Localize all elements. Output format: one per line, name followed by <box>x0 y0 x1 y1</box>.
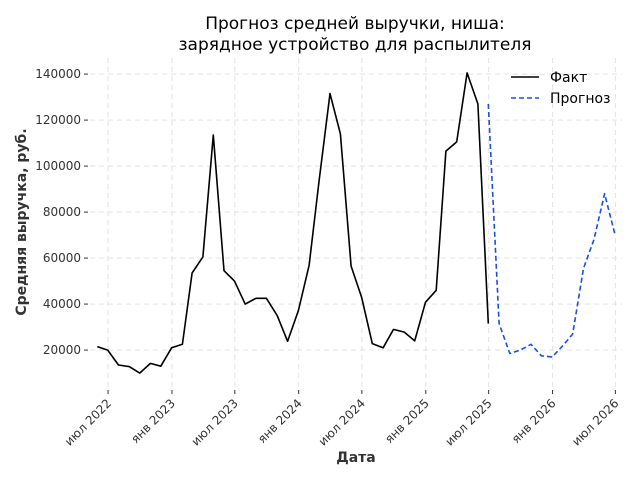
y-tick-label: 100000 <box>35 159 81 173</box>
y-axis-label: Средняя выручка, руб. <box>14 128 30 315</box>
x-axis-label: Дата <box>336 450 375 466</box>
y-tick-label: 20000 <box>43 343 81 357</box>
x-tick-label: янв 2026 <box>509 396 559 446</box>
y-tick-label: 140000 <box>35 67 81 81</box>
x-tick-label: июл 2024 <box>316 396 368 448</box>
x-tick-label: янв 2023 <box>128 396 178 446</box>
x-tick-label: июл 2023 <box>189 396 241 448</box>
y-tick-label: 60000 <box>43 251 81 265</box>
x-tick-label: янв 2025 <box>382 396 432 446</box>
y-tick-label: 40000 <box>43 297 81 311</box>
y-tick-label: 120000 <box>35 113 81 127</box>
legend: Факт Прогноз <box>511 70 611 107</box>
chart-title-line2: зарядное устройство для распылителя <box>179 35 532 55</box>
y-axis-ticks: 20000 40000 60000 80000 100000 120000 140000 <box>35 67 88 357</box>
series-layer <box>97 72 616 374</box>
x-tick-label: янв 2024 <box>255 396 305 446</box>
series-line-forecast <box>487 103 616 358</box>
y-tick-label: 80000 <box>43 205 81 219</box>
grid <box>90 58 622 388</box>
legend-fact-label: Факт <box>550 70 587 86</box>
x-axis-ticks: июл 2022 янв 2023 июл 2023 янв 2024 июл 2024… <box>62 390 622 449</box>
series-line-fact <box>97 72 490 374</box>
chart-title-line1: Прогноз средней выручки, ниша: <box>205 14 505 34</box>
x-tick-label: июл 2022 <box>62 396 114 448</box>
x-tick-label: июл 2026 <box>569 396 621 448</box>
legend-forecast-label: Прогноз <box>550 91 611 107</box>
x-tick-label: июл 2025 <box>442 396 494 448</box>
